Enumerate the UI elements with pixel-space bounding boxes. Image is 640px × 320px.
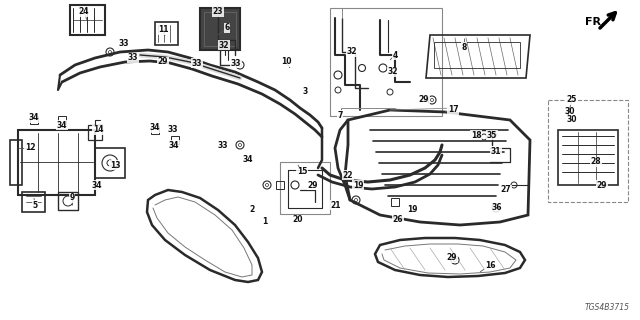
Text: 20: 20	[292, 215, 303, 225]
Bar	[280, 162, 330, 214]
Text: 2: 2	[250, 205, 255, 214]
Bar	[548, 100, 628, 202]
Text: 18: 18	[470, 131, 481, 140]
Text: 32: 32	[347, 47, 357, 57]
Text: 29: 29	[596, 180, 607, 189]
Text: 16: 16	[484, 260, 495, 269]
Text: 30: 30	[564, 108, 575, 116]
Text: 33: 33	[192, 59, 202, 68]
Text: 33: 33	[168, 125, 179, 134]
Text: 19: 19	[353, 180, 364, 189]
Text: 15: 15	[297, 167, 307, 177]
Text: 24: 24	[79, 7, 89, 17]
Text: 34: 34	[92, 180, 102, 189]
Text: 30: 30	[567, 116, 577, 124]
Bar	[330, 8, 442, 116]
Text: 33: 33	[128, 53, 138, 62]
Text: 26: 26	[393, 215, 403, 225]
Bar	[171, 136, 179, 144]
Text: 34: 34	[57, 121, 67, 130]
Text: 32: 32	[219, 41, 229, 50]
Text: 33: 33	[119, 38, 129, 47]
Text: 23: 23	[212, 7, 223, 17]
Text: 21: 21	[331, 201, 341, 210]
Text: 33: 33	[218, 140, 228, 149]
Text: 34: 34	[243, 156, 253, 164]
Text: 31: 31	[491, 148, 501, 156]
Text: 29: 29	[308, 180, 318, 189]
Text: 13: 13	[109, 161, 120, 170]
Bar	[204, 12, 236, 46]
Text: FR.: FR.	[585, 17, 605, 27]
Bar	[434, 42, 520, 68]
Text: 5: 5	[33, 201, 38, 210]
Text: 36: 36	[492, 204, 502, 212]
Text: 4: 4	[392, 51, 397, 60]
Text: 22: 22	[343, 171, 353, 180]
Bar	[391, 198, 399, 206]
Text: 9: 9	[69, 194, 75, 203]
Text: 29: 29	[419, 95, 429, 105]
Text: 32: 32	[388, 68, 398, 76]
Text: 34: 34	[150, 124, 160, 132]
Text: 12: 12	[25, 143, 35, 153]
Text: 6: 6	[225, 23, 230, 33]
Text: TGS4B3715: TGS4B3715	[585, 303, 630, 312]
Text: 3: 3	[302, 87, 308, 97]
Polygon shape	[200, 8, 240, 50]
Text: 34: 34	[169, 140, 179, 149]
Bar	[151, 126, 159, 134]
Text: 8: 8	[461, 43, 467, 52]
Text: 14: 14	[93, 125, 103, 134]
Text: 27: 27	[500, 186, 511, 195]
Text: 35: 35	[487, 131, 497, 140]
Text: 1: 1	[262, 218, 268, 227]
Bar	[58, 116, 66, 124]
Text: 7: 7	[337, 110, 342, 119]
Text: 25: 25	[567, 95, 577, 105]
Text: 33: 33	[231, 59, 241, 68]
Text: 34: 34	[29, 114, 39, 123]
Text: 29: 29	[447, 253, 457, 262]
Text: 19: 19	[407, 205, 417, 214]
Bar	[276, 181, 284, 189]
Text: 29: 29	[157, 58, 168, 67]
Bar	[30, 116, 38, 124]
Text: 17: 17	[448, 106, 458, 115]
Text: 28: 28	[591, 157, 602, 166]
Text: 11: 11	[157, 26, 168, 35]
Text: 10: 10	[281, 58, 291, 67]
